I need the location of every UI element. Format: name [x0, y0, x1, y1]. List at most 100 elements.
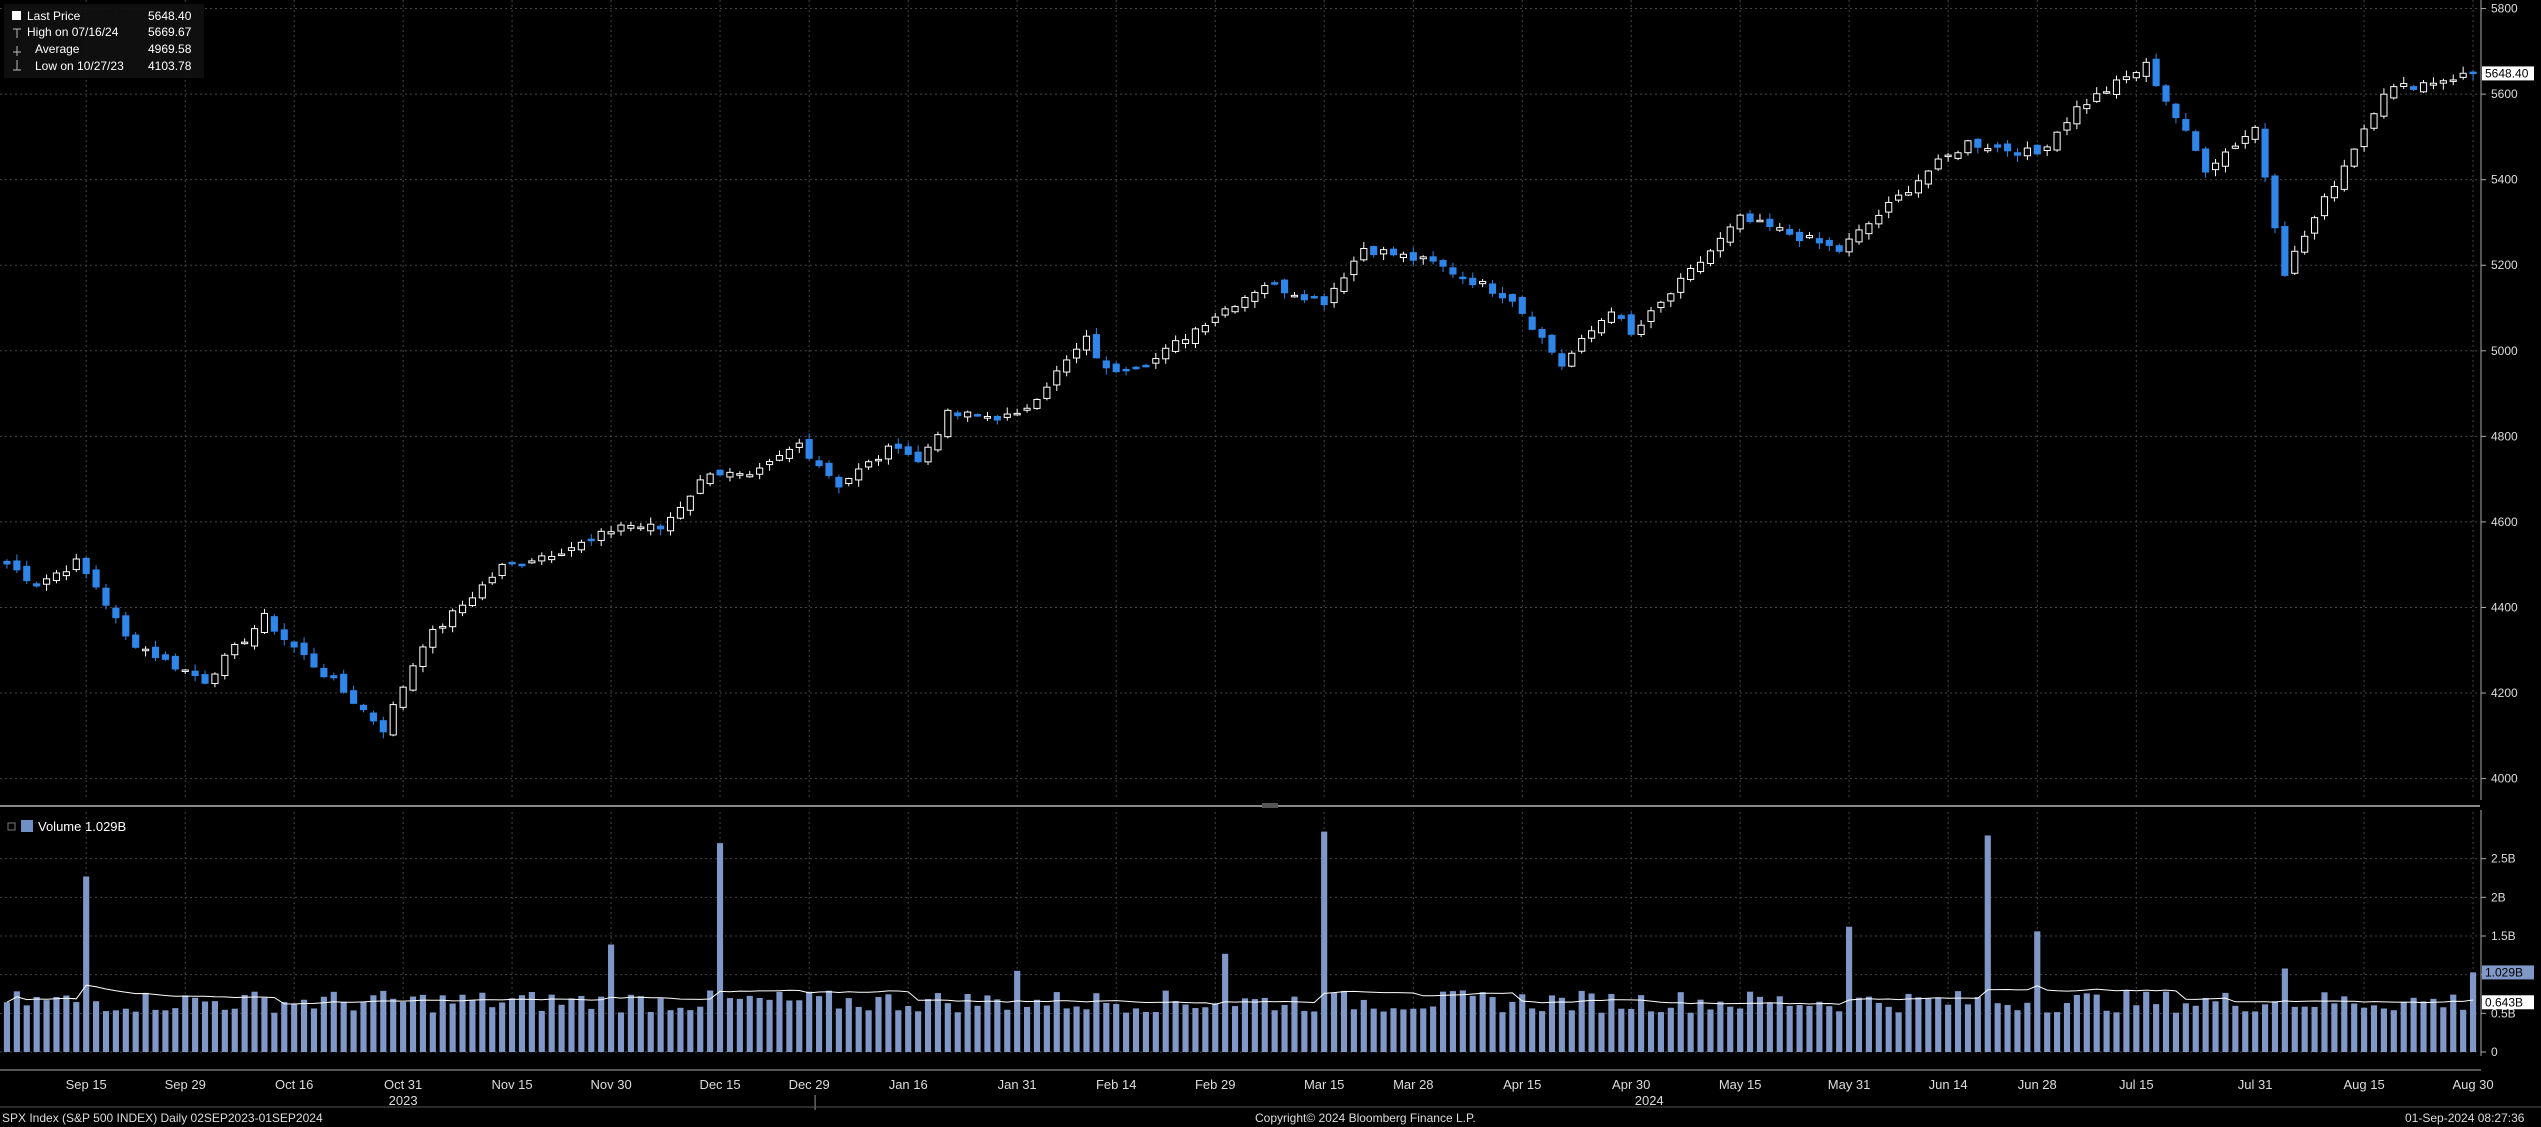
- volume-bar: [400, 1001, 407, 1052]
- candle-up: [478, 584, 486, 599]
- volume-bar: [1202, 1007, 1209, 1052]
- candle-down: [2261, 128, 2269, 178]
- volume-bar: [1231, 1006, 1239, 1052]
- volume-bar: [1142, 1011, 1149, 1052]
- candle-up: [498, 563, 506, 577]
- volume-bar: [1539, 1011, 1546, 1052]
- volume-bar: [1043, 1005, 1050, 1052]
- volume-bar: [1261, 997, 1268, 1052]
- volume-bar: [271, 1012, 278, 1052]
- candle-down: [894, 443, 902, 449]
- volume-bar: [1222, 953, 1229, 1052]
- volume-bar: [578, 995, 585, 1052]
- volume-bar: [330, 991, 337, 1052]
- candle-down: [82, 557, 90, 574]
- volume-bar: [1915, 997, 1922, 1052]
- price-axis-tick-label: 5600: [2491, 87, 2518, 101]
- candle-up: [855, 468, 863, 481]
- volume-bar: [3, 1002, 11, 1052]
- price-axis-tick-label: 4600: [2491, 515, 2518, 529]
- volume-bar: [915, 1011, 922, 1052]
- candle-down: [1746, 213, 1754, 223]
- volume-bar: [1093, 993, 1100, 1052]
- volume-bar: [1598, 1012, 1605, 1052]
- volume-bar: [1449, 991, 1457, 1052]
- candle-up: [865, 461, 873, 468]
- candle-down: [1796, 231, 1804, 242]
- volume-axis-tick-label: 0.5B: [2491, 1006, 2516, 1020]
- price-axis-tick-label: 4400: [2491, 600, 2518, 614]
- volume-bar: [1113, 1004, 1120, 1052]
- candle-up: [1261, 285, 1269, 295]
- volume-bar: [608, 944, 615, 1052]
- volume-bar: [261, 997, 268, 1052]
- candle-up: [1172, 340, 1180, 352]
- candle-down: [310, 653, 318, 668]
- candle-up: [1063, 359, 1071, 373]
- candle-up: [2211, 162, 2220, 171]
- volume-bar: [2341, 996, 2348, 1052]
- x-axis-tick-label: Dec 15: [699, 1077, 740, 1092]
- volume-axis-tick-label: 2B: [2491, 890, 2506, 904]
- volume-collapse-icon[interactable]: [7, 822, 16, 831]
- volume-bar: [2202, 997, 2209, 1052]
- candle-up: [1201, 324, 1209, 333]
- x-axis-tick-label: Nov 15: [491, 1077, 532, 1092]
- candle-up: [528, 560, 536, 564]
- x-axis-tick-label: May 31: [1828, 1077, 1871, 1092]
- candle-up: [617, 524, 625, 532]
- candle-down: [2172, 103, 2180, 119]
- x-axis-year-label: 2024: [1635, 1093, 1664, 1108]
- candle-down: [2003, 143, 2012, 152]
- candle-up: [1380, 249, 1388, 255]
- candle-up: [1885, 201, 1893, 213]
- candle-up: [924, 446, 932, 463]
- volume-bar: [429, 1012, 436, 1052]
- candle-down: [518, 563, 526, 567]
- volume-bar: [2430, 998, 2437, 1052]
- volume-bar: [1717, 1001, 1724, 1052]
- candle-up: [1290, 294, 1299, 298]
- volume-average-flag-text: 0.643B: [2485, 995, 2523, 1009]
- candle-up: [1944, 154, 1952, 158]
- candle-up: [2291, 250, 2299, 274]
- x-axis-tick-label: Feb 14: [1096, 1077, 1136, 1092]
- volume-bar: [1380, 1011, 1387, 1052]
- price-axis-tick-label: 5000: [2491, 344, 2518, 358]
- candle-up: [558, 553, 566, 556]
- candle-up: [1241, 297, 1249, 308]
- volume-bar: [1875, 1002, 1882, 1052]
- volume-bar: [1301, 1010, 1308, 1052]
- panel-resize-handle[interactable]: [1262, 803, 1278, 808]
- volume-bar: [865, 1010, 872, 1052]
- candle-up: [1191, 328, 1200, 345]
- candle-down: [2182, 119, 2190, 131]
- candle-up: [2380, 93, 2388, 117]
- candle-up: [746, 474, 754, 478]
- volume-bar: [2331, 1003, 2338, 1052]
- volume-bar: [2440, 1007, 2447, 1052]
- x-axis-tick-label: Apr 30: [1612, 1077, 1650, 1092]
- candle-up: [1211, 316, 1219, 323]
- candle-down: [1112, 363, 1120, 373]
- candle-up: [1043, 386, 1051, 399]
- volume-bar: [1558, 997, 1565, 1052]
- candle-down: [161, 654, 169, 660]
- volume-bar: [2361, 1007, 2368, 1052]
- candle-down: [112, 607, 120, 619]
- volume-bar: [1954, 991, 1962, 1052]
- volume-bar: [1241, 998, 1249, 1052]
- volume-bar: [1865, 996, 1872, 1052]
- volume-bar: [1469, 995, 1476, 1052]
- volume-bar: [2054, 1012, 2061, 1052]
- candle-up: [1914, 180, 1922, 194]
- volume-bar: [221, 1009, 228, 1052]
- candle-up: [567, 547, 576, 551]
- volume-bar: [726, 998, 734, 1052]
- volume-bar: [2242, 1011, 2249, 1052]
- candle-down: [1617, 315, 1625, 319]
- candle-down: [3, 560, 11, 565]
- candle-up: [1657, 301, 1665, 309]
- volume-bar: [1836, 1011, 1843, 1052]
- volume-bar: [1350, 1009, 1357, 1052]
